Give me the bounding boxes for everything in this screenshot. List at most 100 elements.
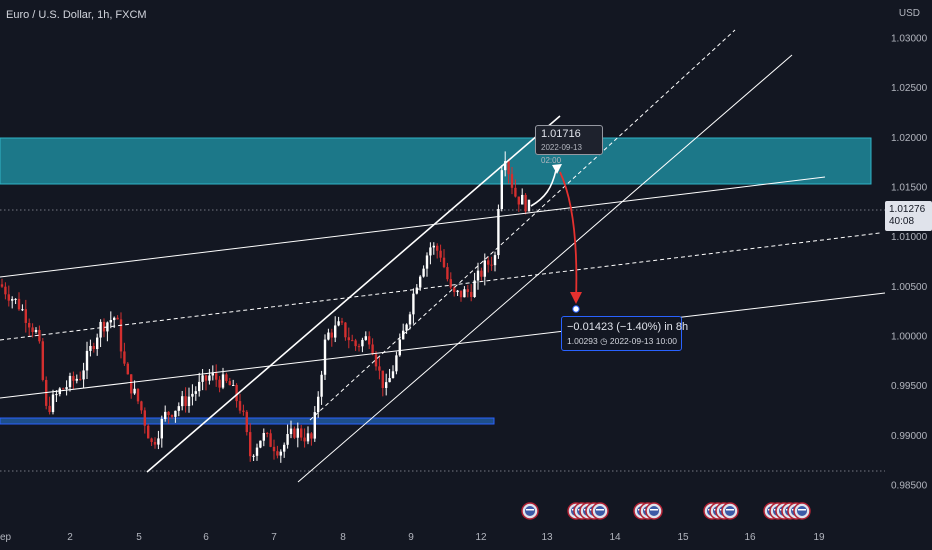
candle-body: [221, 374, 225, 388]
high-price-label[interactable]: 1.01716 2022-09-13 02:00: [535, 125, 603, 165]
candle-body: [41, 341, 44, 380]
price-range-measure-label[interactable]: −0.01423 (−1.40%) in 8h 1.00293 ◷ 2022-0…: [561, 316, 689, 351]
y-tick-label: 1.02000: [891, 133, 928, 144]
candle-body: [378, 366, 381, 371]
projection-arrow-up[interactable]: [530, 169, 557, 207]
candle-body: [320, 374, 323, 397]
candle-body: [303, 437, 306, 442]
candle-body: [395, 355, 398, 372]
middle-channel-line[interactable]: [0, 232, 881, 341]
candle-body: [300, 428, 303, 438]
candle-body: [354, 340, 357, 347]
candle-body: [493, 255, 497, 266]
candle-body: [487, 260, 490, 265]
candle-body: [527, 199, 531, 212]
candle-body: [133, 388, 136, 394]
candle-body: [218, 379, 221, 388]
candle-body: [82, 370, 85, 380]
candle-body: [21, 309, 24, 311]
economic-event-flag-icon[interactable]: [721, 502, 739, 520]
candle-body: [255, 447, 259, 456]
candle-body: [279, 451, 282, 456]
candle-body: [11, 299, 14, 301]
candle-body: [463, 289, 466, 298]
candle-body: [449, 279, 452, 288]
x-tick-label: 2: [67, 532, 73, 543]
candle-body: [425, 255, 429, 269]
candle-body: [504, 161, 507, 171]
candle-body: [89, 345, 92, 351]
event-markers[interactable]: [521, 502, 811, 520]
economic-event-flag-icon[interactable]: [521, 502, 539, 520]
currency-label: USD: [898, 8, 920, 19]
economic-event-flag-icon[interactable]: [793, 502, 811, 520]
upper-channel-line[interactable]: [0, 176, 826, 278]
projection-arrow-down[interactable]: [559, 171, 578, 301]
candle-body: [323, 339, 327, 375]
candle-body: [374, 354, 378, 367]
candle-body: [126, 363, 129, 375]
y-tick-label: 1.01000: [891, 232, 928, 243]
candle-body: [510, 174, 514, 188]
measure-end-point[interactable]: [572, 305, 580, 313]
rising-channel-bottom[interactable]: [297, 54, 793, 483]
candle-body: [429, 247, 432, 256]
candle-body: [459, 290, 463, 298]
candle-body: [422, 268, 425, 277]
candle-body: [62, 388, 65, 390]
symbol-title: Euro / U.S. Dollar, 1h, FXCM: [6, 9, 147, 21]
measure-change: −0.01423 (−1.40%) in 8h: [567, 321, 689, 333]
candle-body: [521, 194, 524, 205]
candle-body: [398, 339, 401, 356]
candle-body: [497, 208, 500, 256]
candle-body: [55, 394, 58, 396]
candle-body: [453, 287, 456, 293]
candle-body: [357, 346, 361, 348]
candle-body: [436, 245, 439, 251]
candle-body: [371, 344, 374, 355]
candle-body: [187, 396, 191, 407]
resistance-zone[interactable]: [0, 137, 872, 185]
candle-body: [245, 411, 248, 433]
y-tick-label: 1.00000: [891, 332, 928, 343]
x-tick-label: 15: [677, 532, 689, 543]
lower-channel-line[interactable]: [0, 292, 886, 399]
candle-body: [72, 375, 75, 381]
measure-target: 1.00293: [567, 336, 598, 346]
current-price-badge: 1.01276 40:08: [885, 201, 932, 231]
candle-body: [116, 317, 119, 320]
candle-body: [408, 314, 412, 325]
rising-channel-mid[interactable]: [309, 29, 736, 421]
candle-body: [85, 350, 89, 371]
candle-body: [507, 161, 510, 175]
price-axis[interactable]: 1.03000 1.02500 1.02000 1.01500 1.01000 1.005…: [891, 34, 928, 492]
candle-body: [262, 432, 265, 441]
candle-body: [334, 325, 337, 338]
candle-body: [68, 375, 72, 388]
candle-body: [235, 384, 238, 402]
candle-body: [160, 419, 163, 439]
candle-body: [419, 276, 422, 288]
candle-body: [51, 394, 55, 413]
candle-body: [249, 432, 252, 457]
economic-event-flag-icon[interactable]: [591, 502, 609, 520]
time-axis[interactable]: ep 2 5 6 7 8 9 12 13 14 15 16 19: [0, 532, 825, 543]
x-tick-label: 7: [271, 532, 277, 543]
candle-body: [102, 321, 106, 332]
candle-body: [0, 284, 4, 287]
candle-body: [391, 371, 395, 379]
economic-event-flag-icon[interactable]: [645, 502, 663, 520]
rising-channel-top[interactable]: [146, 115, 561, 473]
candle-body: [480, 270, 483, 277]
candle-body: [14, 298, 17, 300]
candle-body: [130, 374, 133, 394]
y-tick-label: 1.00500: [891, 282, 928, 293]
candle-body: [364, 336, 367, 340]
candle-body: [310, 433, 313, 439]
candle-body: [4, 286, 7, 295]
candle-body: [490, 264, 493, 266]
candle-body: [286, 434, 289, 445]
candle-body: [361, 339, 364, 347]
candle-body: [388, 378, 391, 383]
